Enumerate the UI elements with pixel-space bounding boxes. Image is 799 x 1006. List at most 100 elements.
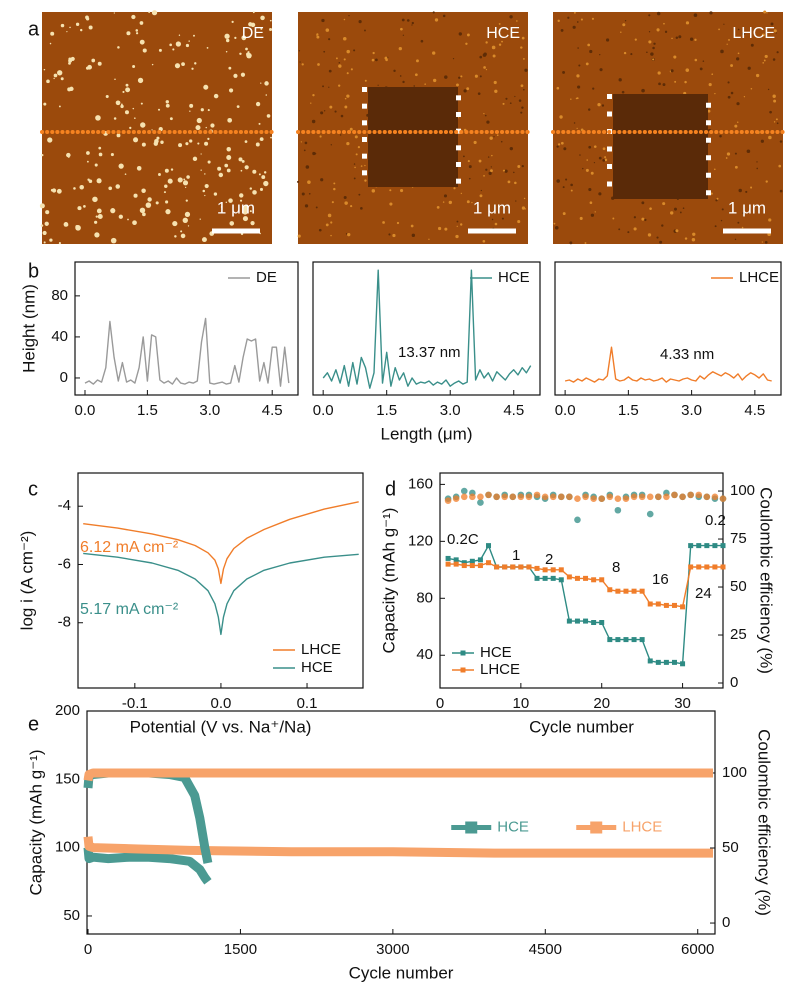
afm-texture (456, 220, 459, 223)
afm-texture (682, 207, 685, 209)
legend-label: LHCE (301, 641, 341, 658)
afm-texture (77, 206, 82, 211)
afm-texture (702, 60, 705, 62)
afm-texture (559, 115, 563, 119)
afm-texture (353, 163, 356, 165)
data-point (606, 493, 614, 501)
data-point (639, 588, 645, 594)
legend-marker (460, 650, 466, 656)
afm-texture (372, 51, 375, 55)
afm-texture (206, 46, 209, 49)
y-tick-label: 120 (408, 532, 433, 549)
afm-texture (300, 141, 302, 143)
afm-texture (424, 83, 426, 85)
afm-texture (624, 20, 627, 22)
afm-texture (675, 229, 679, 233)
data-point (679, 493, 686, 501)
afm-texture (569, 241, 573, 245)
data-point (663, 493, 670, 501)
afm-texture (174, 63, 181, 69)
afm-texture (588, 187, 592, 192)
afm-texture (158, 173, 161, 176)
afm-texture (400, 27, 403, 31)
afm-texture (96, 208, 102, 214)
afm-texture (521, 106, 524, 109)
afm-texture (585, 168, 589, 172)
afm-texture (485, 68, 488, 71)
x-tick-label: 4.5 (503, 402, 524, 419)
afm-texture (338, 62, 341, 64)
afm-texture (260, 15, 265, 21)
afm-texture (436, 205, 440, 209)
afm-texture (307, 180, 311, 184)
afm-texture (115, 184, 121, 189)
afm-texture (482, 53, 487, 57)
afm-texture (760, 139, 764, 143)
legend-label: LHCE (480, 661, 520, 678)
afm-texture (301, 192, 305, 196)
data-point (623, 637, 629, 643)
afm-texture (604, 158, 608, 162)
data-point (590, 495, 597, 503)
afm-texture (305, 165, 310, 169)
y2-axis-label: Coulombic efficiency (%) (757, 487, 776, 674)
afm-texture (493, 80, 497, 85)
afm-texture (507, 180, 511, 184)
afm-texture (301, 63, 304, 66)
afm-texture (656, 11, 661, 16)
afm-texture (97, 61, 102, 66)
afm-texture (585, 62, 589, 66)
afm-texture (95, 215, 98, 218)
afm-texture (578, 64, 581, 67)
data-line (83, 836, 713, 858)
afm-texture (679, 211, 682, 214)
afm-texture (670, 211, 674, 215)
afm-texture (775, 118, 778, 121)
afm-texture (344, 201, 348, 205)
afm-texture (67, 87, 72, 92)
afm-texture (442, 201, 445, 203)
afm-texture (598, 192, 602, 196)
afm-texture (327, 213, 332, 218)
y-tick-label: 160 (408, 475, 433, 492)
afm-texture (599, 68, 603, 72)
plot-frame (554, 261, 782, 396)
data-point (574, 516, 581, 524)
y2-tick-label: 50 (722, 839, 739, 856)
afm-texture (612, 217, 615, 220)
afm-texture (592, 87, 595, 90)
afm-texture (444, 227, 448, 231)
afm-texture (685, 21, 690, 25)
afm-texture (239, 52, 242, 56)
scratched-area (613, 94, 708, 199)
afm-texture (601, 104, 605, 107)
data-point (558, 567, 564, 573)
x-axis-label: Potential (V vs. Na⁺/Na) (130, 717, 312, 736)
afm-texture (515, 200, 517, 202)
afm-texture (371, 189, 376, 193)
data-point (453, 557, 459, 563)
afm-texture (236, 105, 240, 109)
afm-texture (172, 48, 175, 51)
afm-texture (97, 214, 103, 220)
afm-texture (63, 222, 69, 227)
afm-texture (296, 180, 300, 184)
afm-texture (314, 152, 317, 155)
afm-texture (174, 235, 177, 238)
afm-texture (252, 169, 257, 174)
afm-texture (333, 187, 336, 191)
afm-texture (664, 30, 668, 33)
afm-texture (726, 152, 731, 156)
data-point (704, 564, 710, 570)
afm-texture (94, 163, 98, 167)
x-tick-label: 4.5 (262, 402, 283, 419)
afm-texture (693, 13, 698, 17)
afm-texture (355, 153, 358, 156)
data-point (461, 563, 467, 569)
afm-texture (255, 101, 261, 107)
annotation: 24 (695, 585, 712, 602)
afm-texture (776, 122, 779, 125)
data-point (591, 577, 597, 583)
afm-texture (151, 10, 158, 16)
afm-texture (249, 210, 252, 213)
